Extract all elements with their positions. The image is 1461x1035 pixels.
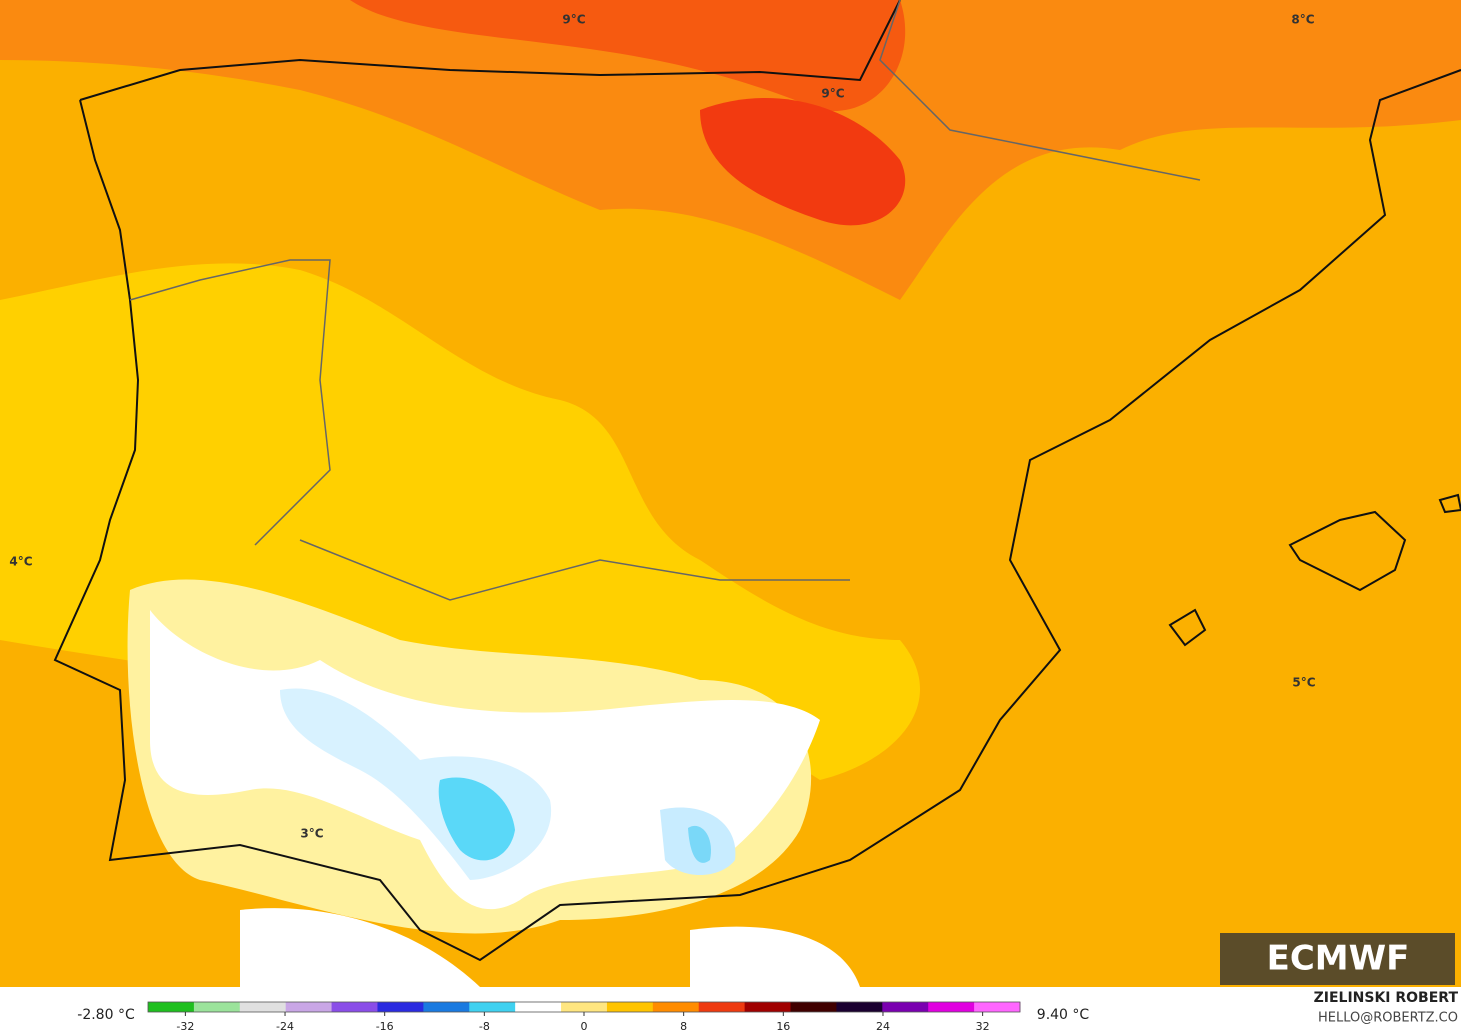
contour-label: 9°C [821,87,844,101]
freezing-core [438,777,515,861]
colorbar-tick-label: -8 [479,1020,490,1033]
colorbar-tick-label: -24 [276,1020,294,1033]
coastline [53,0,1461,962]
colorbar-segment [377,1002,424,1012]
ibiza [1168,608,1207,647]
menorca [1438,493,1461,514]
logo: ECMWF [1267,939,1410,979]
sea-cold-zone [240,908,480,987]
colorbar-segment [744,1002,792,1012]
colorbar-segment [469,1002,516,1012]
colorbar-tick-label: -32 [176,1020,194,1033]
colorbar-tick-label: 0 [581,1020,588,1033]
sea-cold-zone-2 [690,926,860,987]
colorbar-segment [193,1002,241,1012]
colorbar-segment [836,1002,883,1012]
colorbar-segment [606,1002,654,1012]
colorbar-tick-label: 24 [876,1020,890,1033]
contour-label: 4°C [9,555,32,569]
contour-label: 5°C [1292,676,1315,690]
colorbar-tick-label: 16 [776,1020,790,1033]
max-label: 9.40 °C [1037,1007,1090,1023]
colorbar-segment [285,1002,333,1012]
colorbar-segment [515,1002,562,1012]
colorbar-tick-label: 8 [680,1020,687,1033]
colorbar-segment [652,1002,700,1012]
borders [129,0,1201,601]
colorbar-segment [148,1002,195,1012]
contour-label: 8°C [1291,13,1314,27]
freezing-core-2 [688,825,711,863]
colorbar-segment [790,1002,837,1012]
contour-label: 3°C [300,827,323,841]
colorbar-segment [928,1002,975,1012]
mallorca [1288,510,1407,592]
colorbar-segment [239,1002,287,1012]
colorbar-segment [423,1002,470,1012]
map: 9°C 8°C 9°C 4°C 5°C 3°C ECMWF [0,0,1461,987]
credit-email: HELLO@ROBERTZ.CO [1318,1011,1458,1026]
colorbar-segment [698,1002,746,1012]
colorbar-segment [882,1002,929,1012]
min-label: -2.80 °C [77,1007,135,1023]
logo-box [1220,933,1455,985]
colorbar-segment [561,1002,608,1012]
colorbar-segment [974,1002,1021,1012]
credit-name: ZIELINSKI ROBERT [1314,990,1459,1006]
colorbar-tick-label: -16 [376,1020,394,1033]
contour-label: 9°C [562,13,585,27]
hot-zone [350,0,906,112]
colorbar: -2.80 °C 9.40 °C -32 -24 -16 -8 0 8 16 24 32 [77,1001,1090,1033]
hot-core [700,98,906,226]
colorbar-tick-label: 32 [976,1020,990,1033]
colorbar-segment [331,1002,378,1012]
